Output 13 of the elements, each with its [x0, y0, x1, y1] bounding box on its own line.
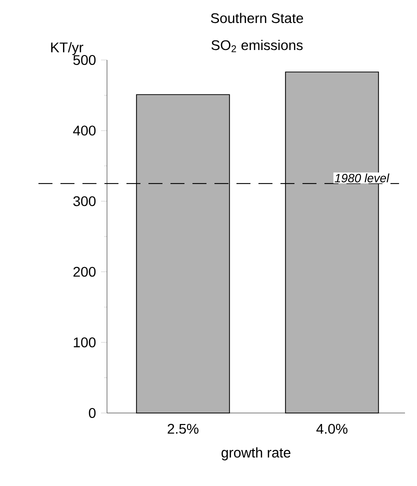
- y-tick-label: 100: [74, 337, 96, 348]
- chart-title: Southern State: [210, 12, 304, 24]
- y-tick-label: 200: [73, 266, 96, 277]
- ref-line-label: 1980 level: [334, 174, 390, 182]
- y-axis-title: KT/yr: [51, 42, 84, 56]
- x-tick-label: 2.5%: [168, 424, 198, 434]
- y-tick-label: 0: [88, 408, 96, 418]
- y-tick-label: 300: [73, 196, 96, 206]
- x-tick-label: 4.0%: [316, 424, 348, 434]
- chart-subtitle: SO$_{2}$ emissions: [211, 40, 303, 52]
- x-axis-title: growth rate: [222, 447, 290, 460]
- y-tick-label: 400: [73, 126, 96, 136]
- y-tick-label: 500: [73, 55, 96, 65]
